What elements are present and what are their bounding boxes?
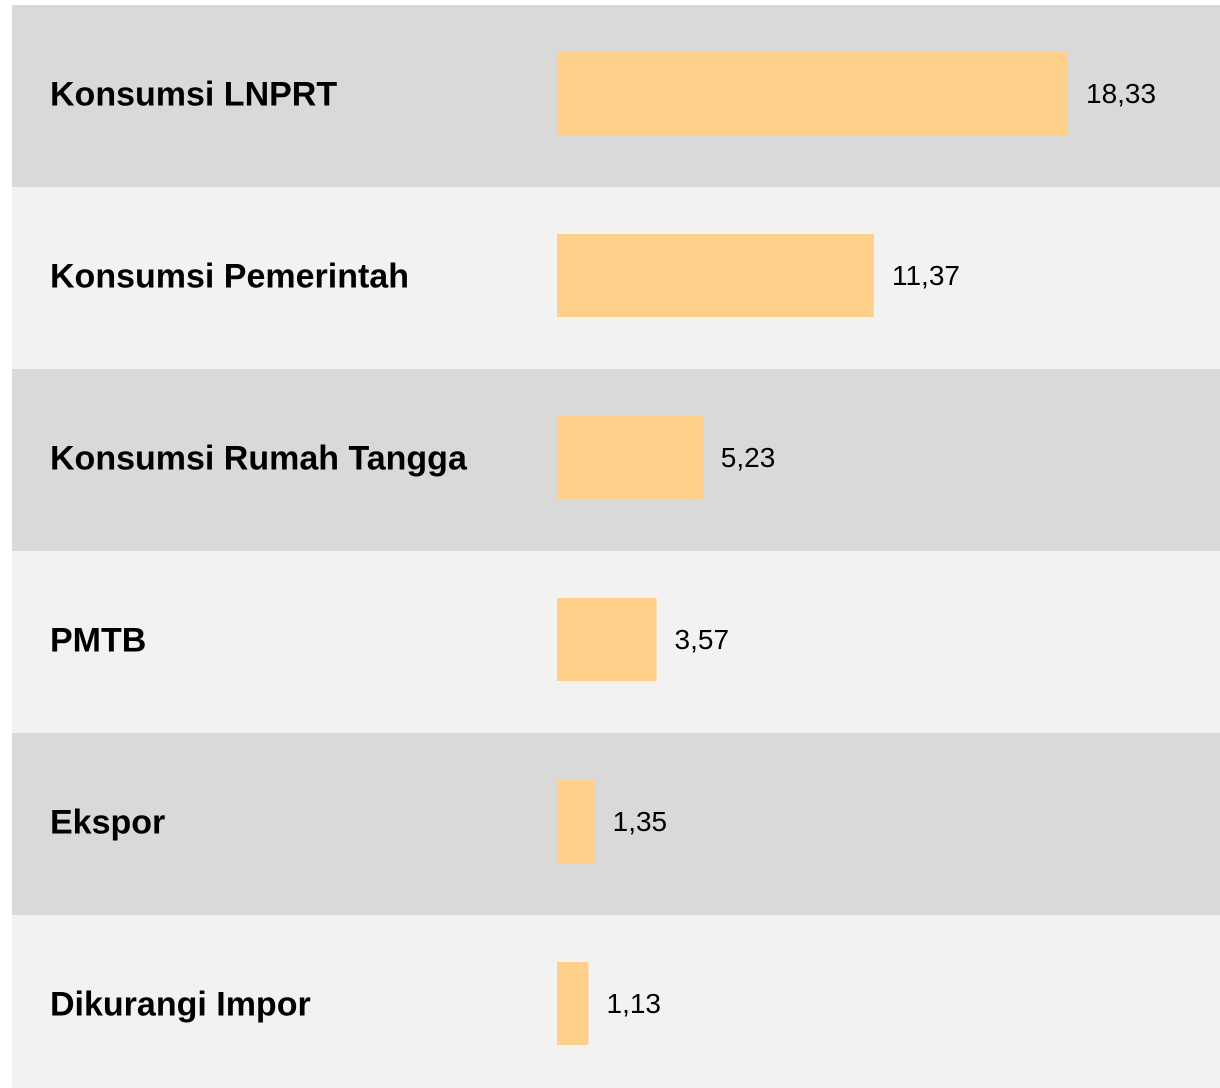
value-label: 1,13 bbox=[607, 988, 662, 1019]
bar bbox=[557, 416, 703, 499]
bar bbox=[557, 52, 1068, 135]
value-label: 3,57 bbox=[675, 624, 730, 655]
category-label: Dikurangi Impor bbox=[50, 985, 311, 1023]
row-background bbox=[12, 733, 1220, 915]
bar bbox=[557, 962, 589, 1045]
category-label: Konsumsi LNPRT bbox=[50, 75, 337, 113]
value-label: 1,35 bbox=[613, 806, 668, 837]
row-background bbox=[12, 915, 1220, 1088]
bar bbox=[557, 598, 657, 681]
category-label: Konsumsi Rumah Tangga bbox=[50, 439, 468, 477]
bar bbox=[557, 234, 874, 317]
category-label: PMTB bbox=[50, 621, 146, 659]
category-label: Ekspor bbox=[50, 803, 165, 841]
value-label: 5,23 bbox=[721, 442, 776, 473]
category-label: Konsumsi Pemerintah bbox=[50, 257, 409, 295]
value-label: 11,37 bbox=[892, 260, 960, 291]
value-label: 18,33 bbox=[1086, 78, 1156, 109]
bar bbox=[557, 780, 595, 863]
